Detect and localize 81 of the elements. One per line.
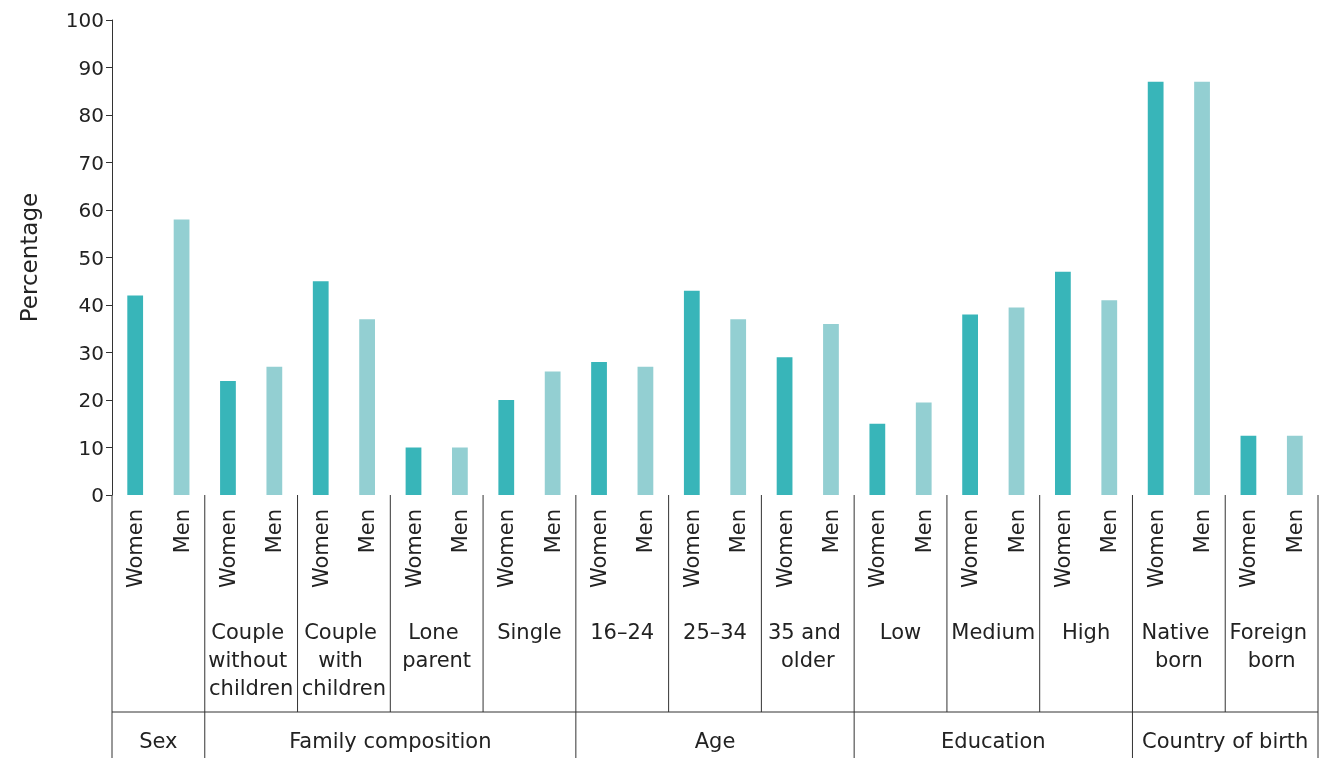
text: Country of birth bbox=[1142, 728, 1309, 753]
bar bbox=[544, 371, 561, 495]
text: Education bbox=[941, 728, 1046, 753]
x-tick-label: Men bbox=[911, 509, 936, 554]
bar bbox=[1286, 435, 1303, 495]
x-tick-label: Women bbox=[123, 509, 148, 589]
x-tick-label: Women bbox=[1143, 509, 1168, 589]
bar bbox=[823, 324, 839, 495]
x-tick-label: Women bbox=[772, 509, 797, 589]
y-axis-title: Percentage bbox=[15, 192, 42, 323]
bar bbox=[962, 314, 978, 495]
x-tick-label: Men bbox=[169, 509, 194, 554]
x-tick-label: Men bbox=[1004, 509, 1029, 554]
text: Couple without children bbox=[208, 620, 294, 700]
text: Sex bbox=[139, 728, 178, 753]
bar bbox=[1101, 300, 1118, 495]
text: Medium bbox=[951, 620, 1036, 644]
bar bbox=[266, 366, 283, 495]
bar bbox=[776, 357, 793, 495]
bar bbox=[452, 447, 468, 495]
x-tick-label: Men bbox=[1282, 509, 1307, 554]
bar bbox=[498, 400, 515, 495]
bar bbox=[220, 381, 236, 495]
text: Native born bbox=[1141, 620, 1217, 672]
y-tick-label: 60 bbox=[78, 198, 104, 222]
x-tick-label: Women bbox=[865, 509, 890, 589]
bar bbox=[1194, 81, 1210, 495]
x-tick-label: Men bbox=[1097, 509, 1122, 554]
x-tick-label: Women bbox=[401, 509, 426, 589]
x-tick-label: Women bbox=[494, 509, 519, 589]
bar bbox=[312, 281, 329, 495]
bar bbox=[637, 366, 654, 495]
x-tick-label: Women bbox=[215, 509, 240, 589]
bar bbox=[591, 362, 607, 495]
bar bbox=[869, 423, 886, 495]
y-tick-label: 20 bbox=[78, 388, 104, 412]
y-tick-label: 10 bbox=[78, 435, 104, 460]
x-tick-label: Men bbox=[447, 509, 472, 554]
x-tick-label: Men bbox=[818, 509, 843, 554]
text: 25–34 bbox=[683, 620, 747, 644]
text: 16–24 bbox=[590, 620, 655, 644]
text: Low bbox=[879, 620, 922, 644]
bar bbox=[915, 402, 932, 495]
x-tick-label: Women bbox=[958, 509, 983, 589]
x-tick-label: Women bbox=[587, 509, 612, 589]
y-tick-label: 50 bbox=[78, 245, 104, 270]
text: Age bbox=[694, 728, 736, 753]
x-tick-label: Men bbox=[262, 509, 287, 554]
text: Foreign born bbox=[1229, 620, 1314, 672]
bar bbox=[730, 319, 747, 495]
x-tick-label: Men bbox=[726, 509, 751, 554]
bar bbox=[173, 219, 190, 495]
bar bbox=[1147, 81, 1164, 495]
y-tick-label: 0 bbox=[91, 483, 104, 507]
bar bbox=[1008, 307, 1025, 495]
x-tick-label: Men bbox=[355, 509, 380, 554]
y-tick-label: 80 bbox=[78, 103, 104, 127]
x-tick-label: Men bbox=[633, 509, 658, 554]
text: Lone parent bbox=[402, 620, 472, 672]
text: Couple with children bbox=[301, 620, 387, 700]
y-tick-label: 40 bbox=[78, 293, 104, 317]
y-tick-label: 90 bbox=[78, 55, 104, 80]
y-tick-label: 100 bbox=[65, 8, 104, 32]
bar bbox=[1240, 435, 1257, 495]
x-tick-label: Women bbox=[1050, 509, 1075, 589]
x-tick-label: Women bbox=[679, 509, 704, 589]
text: 35 and older bbox=[767, 620, 848, 672]
bar bbox=[1055, 271, 1071, 495]
text: Single bbox=[497, 620, 562, 644]
y-tick-label: 30 bbox=[78, 340, 104, 365]
text: High bbox=[1061, 620, 1111, 644]
y-tick-label: 70 bbox=[78, 150, 104, 175]
text: Family composition bbox=[289, 728, 492, 753]
x-tick-label: Women bbox=[1236, 509, 1261, 589]
bar bbox=[405, 447, 422, 495]
x-tick-label: Men bbox=[1190, 509, 1215, 554]
x-tick-label: Men bbox=[540, 509, 565, 554]
bar bbox=[683, 290, 700, 495]
x-tick-label: Women bbox=[308, 509, 333, 589]
bar bbox=[127, 295, 144, 495]
bar bbox=[359, 319, 375, 495]
